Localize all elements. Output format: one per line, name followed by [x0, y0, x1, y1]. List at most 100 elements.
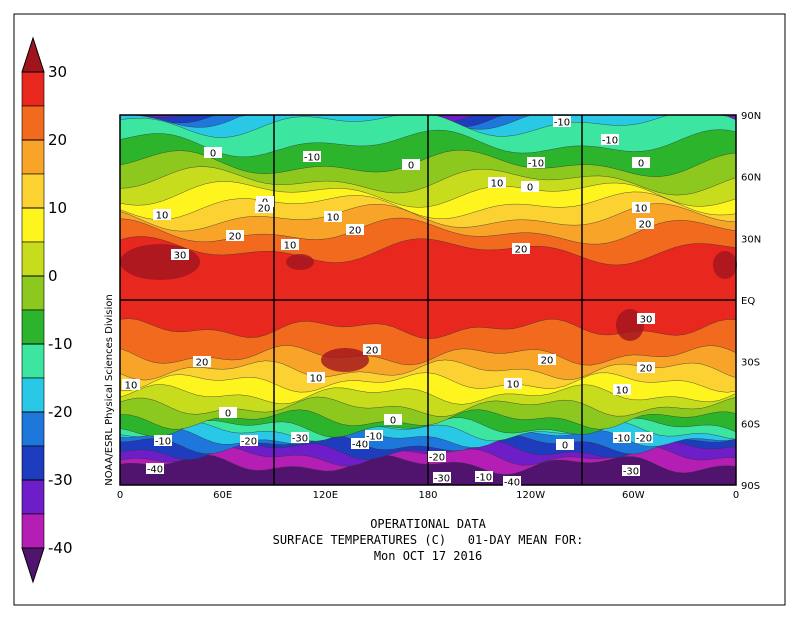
contour-label: 20 — [639, 220, 652, 231]
contour-label: -10 — [554, 118, 570, 129]
contour-label-box — [240, 435, 258, 446]
contour-label-box — [204, 147, 222, 158]
x-axis-label: 0 — [733, 490, 739, 501]
contour-label-box — [402, 159, 420, 170]
contour-label: 20 — [196, 358, 209, 369]
contour-label-box — [384, 414, 402, 425]
contour-label: 30 — [640, 315, 653, 326]
caption-line: Mon OCT 17 2016 — [374, 549, 482, 563]
contour-label: -10 — [366, 432, 382, 443]
contour-label: -10 — [614, 434, 630, 445]
contour-label-box — [433, 472, 451, 483]
colorbar-segment — [21, 479, 45, 515]
contour-label-box — [303, 151, 321, 162]
frame — [13, 13, 786, 606]
colorbar-segment — [21, 207, 45, 243]
contour-label-box — [553, 116, 571, 127]
contour-label: -10 — [476, 473, 492, 484]
contour-label-box — [601, 134, 619, 145]
contour-label-box — [256, 196, 274, 207]
contour-label-box — [521, 181, 539, 192]
contour-label-box — [503, 476, 521, 487]
contour-label-box — [219, 407, 237, 418]
contour-label-box — [122, 379, 140, 390]
colorbar-segment — [21, 411, 45, 447]
y-axis-label: 30N — [741, 234, 761, 245]
colorbar-segment — [21, 309, 45, 345]
contour-label-box — [475, 471, 493, 482]
contour-label: 30 — [174, 251, 187, 262]
colorbar-segment — [21, 445, 45, 481]
contour-label-box — [527, 157, 545, 168]
contour-label-box — [153, 209, 171, 220]
x-axis-label: 120E — [313, 490, 338, 501]
y-axis-label: 60N — [741, 173, 761, 184]
contour-label: 0 — [225, 409, 231, 420]
map-border — [119, 114, 737, 486]
contour-label: -40 — [504, 478, 520, 489]
colorbar-label: 30 — [48, 63, 67, 81]
contour-label: 20 — [229, 232, 242, 243]
contour-label: 0 — [562, 441, 568, 452]
map-area — [119, 114, 737, 486]
contour-label-box — [538, 354, 556, 365]
contour-label: 0 — [638, 159, 644, 170]
contour-label: -40 — [147, 465, 163, 476]
contour-label: -40 — [352, 440, 368, 451]
contour-label: 10 — [125, 381, 138, 392]
x-axis-label: 60W — [622, 490, 645, 501]
colorbar-arrow — [21, 36, 45, 73]
contour-label: 10 — [310, 374, 323, 385]
contour-label-box — [171, 249, 189, 260]
y-axis-label: 90N — [741, 111, 761, 122]
contour-label-box — [193, 356, 211, 367]
colorbar-segment — [21, 105, 45, 141]
contour-label: -10 — [528, 159, 544, 170]
hot-region — [286, 254, 314, 270]
contour-label: -20 — [241, 437, 257, 448]
contour-label: 20 — [258, 204, 271, 215]
contour-label-box — [512, 243, 530, 254]
y-axis-label: EQ — [741, 296, 755, 307]
contour-label: -20 — [636, 434, 652, 445]
x-axis-label: 0 — [117, 490, 123, 501]
contour-label: 20 — [515, 245, 528, 256]
y-axis-label: 60S — [741, 419, 760, 430]
colorbar-label: 20 — [48, 131, 67, 149]
contour-label-box — [636, 218, 654, 229]
contour-label-box — [324, 211, 342, 222]
colorbar-segment — [21, 513, 45, 549]
colorbar-label: -20 — [48, 403, 73, 421]
contour-label-box — [428, 451, 446, 462]
y-axis-label: 90S — [741, 481, 760, 492]
contour-label: 20 — [366, 346, 379, 357]
colorbar-label: -40 — [48, 539, 73, 557]
contour-label-box — [351, 438, 369, 449]
map-labels: -10 -10 0 -10 0 -10 0 10 0 0 10 10 10 20 20 20 20 20 10 30 3… — [117, 111, 761, 501]
contour-label-box — [255, 202, 273, 213]
contour-label: 10 — [156, 211, 169, 222]
contour-label-box — [632, 202, 650, 213]
contour-label: -30 — [623, 467, 639, 478]
contour-label-box — [504, 378, 522, 389]
contour-label: 10 — [327, 213, 340, 224]
contour-label-box — [363, 344, 381, 355]
contour-label-box — [146, 463, 164, 474]
contour-label-box — [632, 157, 650, 168]
contour-label: 0 — [527, 183, 533, 194]
colorbar: 30 20 10 0 -10 -20 -30 -40 — [21, 36, 73, 584]
contour-label-box — [307, 372, 325, 383]
contour-label: -10 — [304, 153, 320, 164]
colorbar-label: -30 — [48, 471, 73, 489]
caption-line: SURFACE TEMPERATURES (C) 01-DAY MEAN FOR… — [273, 533, 584, 547]
colorbar-segment — [21, 71, 45, 107]
hot-region — [713, 251, 737, 279]
colorbar-segment — [21, 275, 45, 311]
contour-label: -20 — [429, 453, 445, 464]
contour-label-box — [613, 384, 631, 395]
contour-label-box — [365, 430, 383, 441]
contour-label-box — [637, 313, 655, 324]
x-axis-label: 60E — [213, 490, 232, 501]
colorbar-label: -10 — [48, 335, 73, 353]
contour-label-box — [154, 435, 172, 446]
